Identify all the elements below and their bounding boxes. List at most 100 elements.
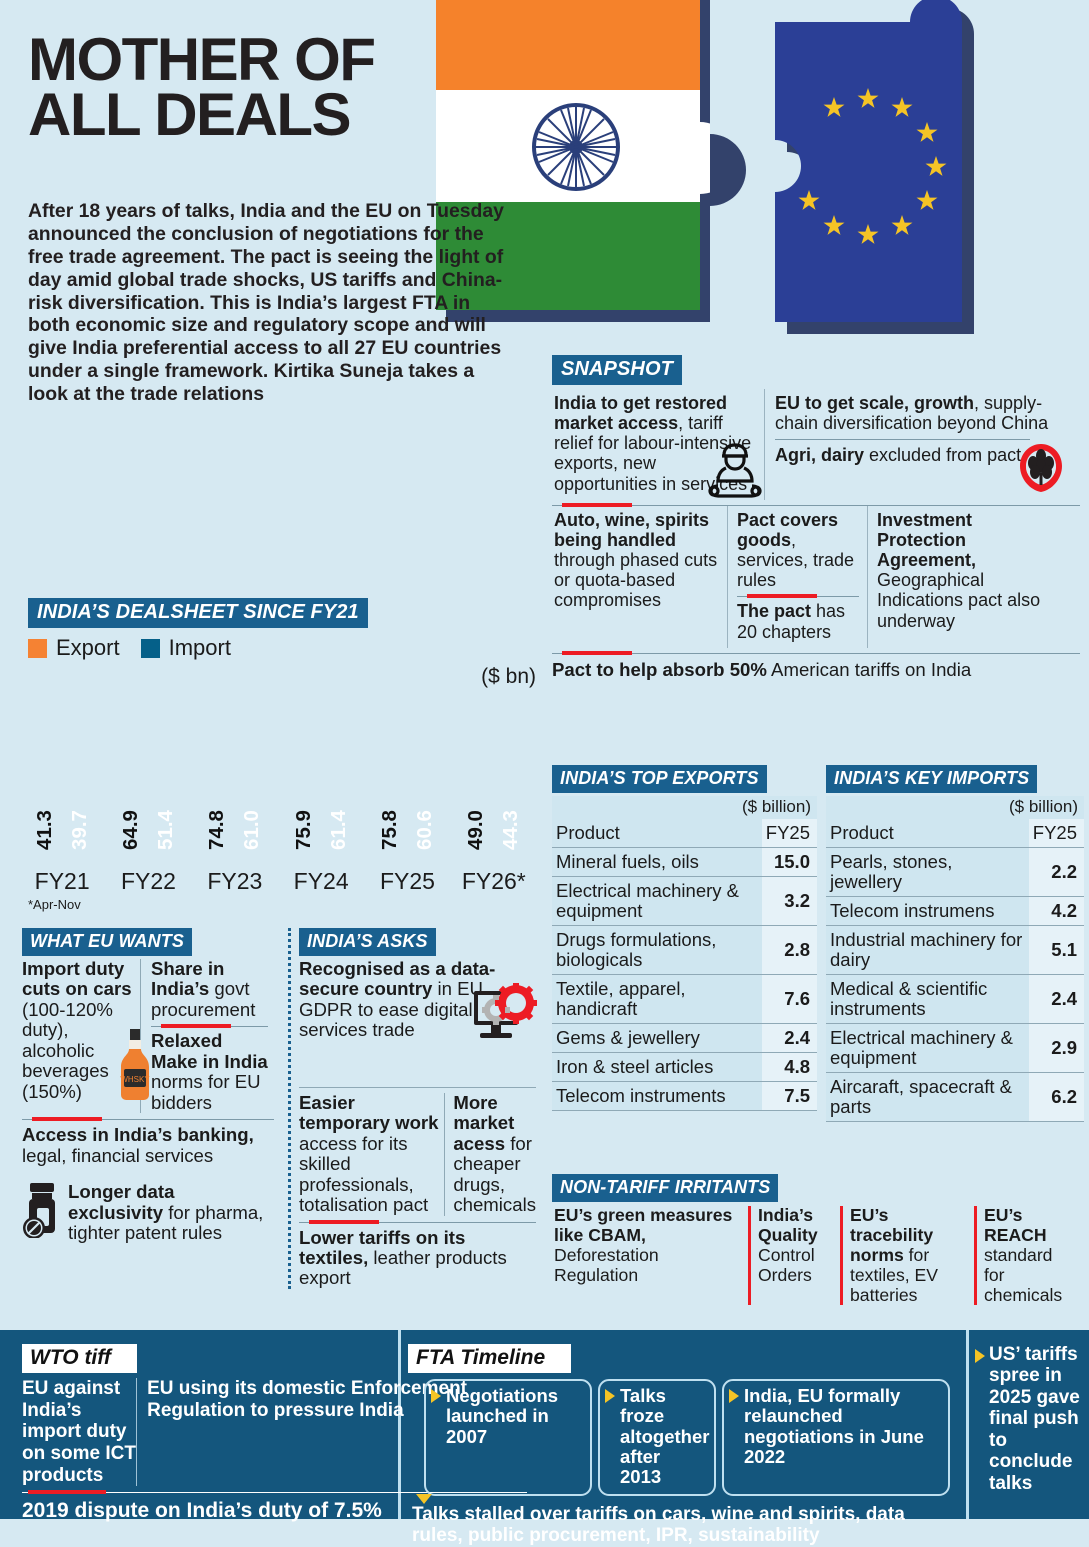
chart-x-tick: FY24 bbox=[293, 868, 349, 894]
non-tariff-item-3: EU’s tracebility norms for textiles, EV … bbox=[840, 1205, 974, 1306]
monitor-gears-icon bbox=[472, 982, 538, 1049]
table-cell-product: Mineral fuels, oils bbox=[552, 847, 762, 877]
table-cell-value: 7.6 bbox=[761, 974, 817, 1024]
table-row: Drugs formulations, biologicals 2.8 bbox=[552, 925, 817, 975]
chart-x-axis: FY21 FY22 FY23 FY24 FY25 FY26* bbox=[28, 868, 528, 895]
chart-x-tick: FY23 bbox=[207, 868, 263, 894]
eu-stars bbox=[798, 88, 947, 244]
non-tariff-item-2: India’s Quality Control Orders bbox=[748, 1205, 840, 1306]
table-column-header: Product bbox=[552, 819, 762, 848]
bottom-divider-2 bbox=[966, 1330, 969, 1519]
eu-wants-item-2: Share in India’s govt procurement Relaxe… bbox=[140, 958, 268, 1114]
table-column-header: FY25 bbox=[1028, 819, 1084, 848]
table-cell-product: Drugs formulations, biologicals bbox=[552, 925, 762, 975]
india-asks-section: INDIA’S ASKS Recognised as a data-secure… bbox=[288, 928, 538, 1289]
timeline-step-1: Negotiations launched in 2007 bbox=[424, 1379, 592, 1496]
chart-bar-value: 64.9 bbox=[118, 810, 142, 850]
wto-tiff-section: WTO tiff EU against India’s import duty … bbox=[22, 1344, 562, 1523]
dealsheet-chart: INDIA’S DEALSHEET SINCE FY21 Export Impo… bbox=[28, 598, 536, 912]
table-column-header: FY25 bbox=[761, 819, 817, 848]
table-column-header: Product bbox=[826, 819, 1029, 848]
table-cell-product: Electrical machinery & equipment bbox=[826, 1023, 1029, 1073]
chart-x-tick: FY21 bbox=[34, 868, 90, 894]
non-tariff-item-1: EU’s green measures like CBAM, Deforesta… bbox=[554, 1205, 733, 1285]
table-cell-value: 2.8 bbox=[761, 925, 817, 975]
legend-swatch-export bbox=[28, 638, 47, 658]
triangle-icon bbox=[975, 1349, 985, 1363]
table-cell-value: 15.0 bbox=[761, 847, 817, 877]
bottom-bar: WTO tiff EU against India’s import duty … bbox=[0, 1330, 1089, 1546]
chart-bar-value: 41.3 bbox=[32, 810, 56, 850]
us-tariffs-note: US’ tariffs spree in 2025 gave final pus… bbox=[975, 1344, 1083, 1494]
wto-rule bbox=[22, 1490, 527, 1495]
chart-plot-area: 41.3 39.7 64.9 51.4 74.8 61.0 75.9 61.4 75.8 60.6… bbox=[28, 671, 528, 866]
triangle-down-icon bbox=[416, 1493, 432, 1504]
table-cell-product: Telecom instrumens bbox=[826, 896, 1029, 926]
india-asks-title: INDIA’S ASKS bbox=[299, 928, 436, 956]
intro-paragraph: After 18 years of talks, India and the E… bbox=[28, 200, 504, 406]
table-row: Iron & steel articles 4.8 bbox=[552, 1052, 817, 1082]
timeline-step-2: Talks froze altogether after 2013 bbox=[598, 1379, 716, 1496]
chart-unit-label: ($ bn) bbox=[481, 665, 536, 688]
chart-bar-value: 61.4 bbox=[326, 810, 350, 850]
table-cell-value: 3.2 bbox=[761, 876, 817, 926]
table-cell-product: Medical & scientific instruments bbox=[826, 974, 1029, 1024]
table-row: Pearls, stones, jewellery 2.2 bbox=[826, 847, 1084, 897]
table-cell-value: 6.2 bbox=[1028, 1072, 1084, 1122]
bottom-divider-1 bbox=[398, 1330, 401, 1519]
chart-title: INDIA’S DEALSHEET SINCE FY21 bbox=[28, 598, 368, 628]
table-cell-value: 4.8 bbox=[761, 1052, 817, 1082]
exports-table: Product FY25 Mineral fuels, oils 15.0 Electr… bbox=[552, 819, 817, 1111]
eu-wants-item-3: Access in India’s banking, legal, financ… bbox=[22, 1124, 254, 1166]
exports-unit: ($ billion) bbox=[742, 797, 811, 816]
eu-wants-item-1: Import duty cuts on cars (100-120% duty)… bbox=[22, 958, 150, 1113]
asks-item-4: Lower tariffs on its textiles, leather p… bbox=[299, 1226, 507, 1289]
imports-table: Product FY25 Pearls, stones, jewellery 2.2 T… bbox=[826, 819, 1084, 1122]
asks-item-1: Recognised as a data-secure country in E… bbox=[299, 958, 496, 1041]
whisky-bottle-icon: WHSKY bbox=[116, 1027, 154, 1107]
timeline-step-1-label: Negotiations launched in 2007 bbox=[446, 1385, 559, 1447]
snapshot-item-1: India to get restored market access, tar… bbox=[552, 389, 764, 500]
imports-title: INDIA’S KEY IMPORTS bbox=[826, 765, 1038, 793]
pill-bottle-icon bbox=[22, 1182, 66, 1242]
triangle-icon bbox=[605, 1389, 615, 1403]
table-row: Industrial machinery for dairy 5.1 bbox=[826, 925, 1084, 975]
table-row: Electrical machinery & equipment 2.9 bbox=[826, 1023, 1084, 1073]
chart-footnote: *Apr-Nov bbox=[28, 897, 81, 912]
chart-bar-value: 49.0 bbox=[464, 810, 488, 850]
top-exports-table-section: INDIA’S TOP EXPORTS ($ billion) Product F… bbox=[552, 765, 817, 1111]
timeline-step-2-label: Talks froze altogether after 2013 bbox=[620, 1385, 710, 1488]
table-row: Textile, apparel, handicraft 7.6 bbox=[552, 974, 817, 1024]
table-cell-value: 7.5 bbox=[761, 1081, 817, 1111]
legend-label-import: Import bbox=[168, 635, 231, 660]
wto-title: WTO tiff bbox=[22, 1344, 137, 1373]
table-cell-value: 5.1 bbox=[1028, 925, 1084, 975]
table-cell-value: 2.4 bbox=[761, 1023, 817, 1053]
table-cell-product: Telecom instruments bbox=[552, 1081, 762, 1111]
table-cell-product: Iron & steel articles bbox=[552, 1052, 762, 1082]
non-tariff-item-4: EU’s REACH standard for chemicals bbox=[974, 1205, 1080, 1306]
table-row: Mineral fuels, oils 15.0 bbox=[552, 847, 817, 877]
chart-bar-value: 44.3 bbox=[499, 810, 523, 850]
eu-wants-item-4: Longer data exclusivity for pharma, tigh… bbox=[22, 1181, 274, 1243]
chart-x-tick: FY22 bbox=[121, 868, 176, 894]
key-imports-table-section: INDIA’S KEY IMPORTS ($ billion) Product F… bbox=[826, 765, 1084, 1122]
table-cell-value: 2.2 bbox=[1028, 847, 1084, 897]
page-title: MOTHER OF ALL DEALS bbox=[28, 26, 376, 149]
fta-timeline-section: FTA Timeline Negotiations launched in 20… bbox=[408, 1344, 973, 1547]
table-cell-value: 4.2 bbox=[1028, 896, 1084, 926]
triangle-icon bbox=[729, 1389, 739, 1403]
snapshot-item-2: EU to get scale, growth, supply-chain di… bbox=[764, 389, 1080, 500]
timeline-step-3-label: India, EU formally relaunched negotiatio… bbox=[744, 1385, 924, 1468]
snapshot-item-7: Investment Protection Agreement, Geograp… bbox=[867, 505, 1067, 648]
table-cell-product: Electrical machinery & equipment bbox=[552, 876, 762, 926]
snapshot-item-5: Pact covers goods, services, trade rules… bbox=[727, 505, 867, 648]
table-row: Telecom instrumens 4.2 bbox=[826, 896, 1084, 926]
triangle-icon bbox=[431, 1389, 441, 1403]
chart-x-tick: FY26* bbox=[461, 868, 526, 894]
eu-wants-section: WHAT EU WANTS Import duty cuts on cars (… bbox=[22, 928, 274, 1243]
non-tariff-title: NON-TARIFF IRRITANTS bbox=[552, 1174, 779, 1202]
chart-legend: Export Import bbox=[28, 635, 528, 661]
exports-title: INDIA’S TOP EXPORTS bbox=[552, 765, 767, 793]
